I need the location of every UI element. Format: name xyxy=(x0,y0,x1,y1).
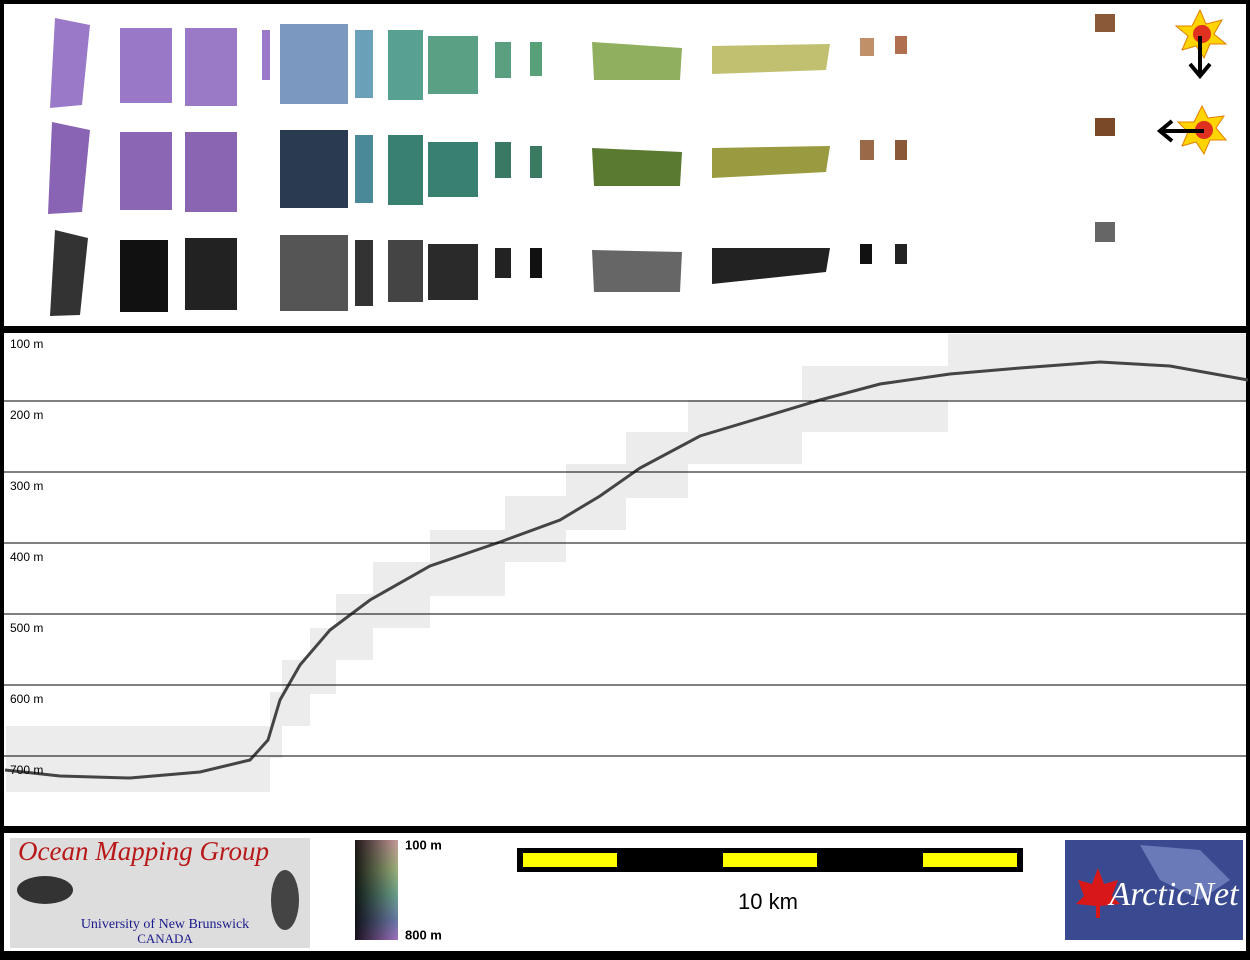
omg-logo-fish xyxy=(17,876,73,904)
omg-institution: University of New Brunswick xyxy=(81,917,249,932)
depth-label: 500 m xyxy=(10,621,43,635)
colorbar-bottom-label: 800 m xyxy=(405,927,442,942)
scale-bar xyxy=(517,848,1023,872)
depth-label: 400 m xyxy=(10,550,43,564)
sun-icons xyxy=(1156,8,1228,156)
arcticnet-text: ArcticNet xyxy=(1107,876,1240,913)
profile-tiles xyxy=(6,334,1246,792)
depth-label: 600 m xyxy=(10,692,43,706)
swath-row-colored xyxy=(50,14,1115,108)
depth-label: 300 m xyxy=(10,479,43,493)
omg-logo-fish xyxy=(271,870,299,930)
depth-label: 200 m xyxy=(10,408,43,422)
swath-row-backscatter xyxy=(50,222,1115,316)
swath-row-shaded xyxy=(48,118,1115,214)
arcticnet-map xyxy=(1140,845,1230,900)
omg-title: Ocean Mapping Group xyxy=(18,836,269,866)
depth-grid: 100 m 200 m 300 m 400 m 500 m 600 m 700 m xyxy=(4,337,1246,777)
scale-bar-label: 10 km xyxy=(738,889,798,914)
depth-label: 700 m xyxy=(10,763,43,777)
maple-leaf xyxy=(1076,868,1120,918)
seafloor-profile xyxy=(4,360,1249,780)
colorbar-top-label: 100 m xyxy=(405,837,442,852)
colorbar-shade xyxy=(355,840,398,940)
omg-country: CANADA xyxy=(137,931,193,946)
depth-label: 100 m xyxy=(10,337,43,351)
